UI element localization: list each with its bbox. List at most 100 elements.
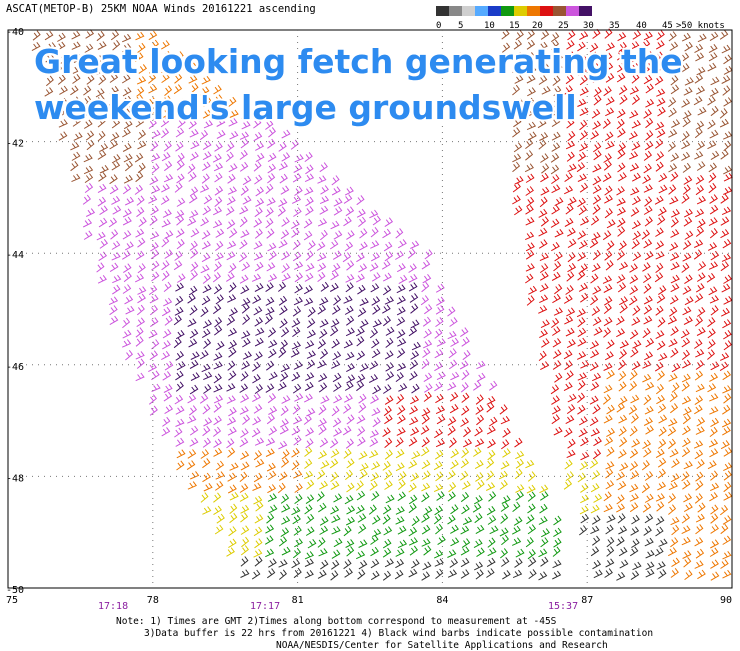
wind-barb xyxy=(616,72,626,83)
wind-barb xyxy=(213,447,223,457)
wind-barb xyxy=(251,273,262,282)
wind-barb xyxy=(397,348,406,359)
wind-barb xyxy=(239,406,249,415)
wind-barb xyxy=(203,384,212,394)
wind-barb xyxy=(265,548,275,558)
wind-barb xyxy=(578,66,588,76)
wind-barb xyxy=(618,349,627,360)
wind-barb xyxy=(123,174,133,184)
wind-barb xyxy=(437,535,446,546)
wind-barb xyxy=(683,316,693,325)
wind-barb xyxy=(410,240,420,249)
wind-barb xyxy=(161,73,170,84)
wind-barb xyxy=(44,30,54,41)
wind-barb xyxy=(632,340,642,349)
wind-barb xyxy=(226,316,236,326)
wind-barb xyxy=(203,96,212,107)
wind-barb xyxy=(411,559,420,569)
wind-barb xyxy=(591,232,601,241)
wind-barb xyxy=(293,470,303,479)
wind-barb xyxy=(565,204,574,215)
wind-barb xyxy=(278,569,287,580)
wind-barb xyxy=(190,140,200,150)
wind-barb xyxy=(641,460,650,471)
wind-barb xyxy=(203,417,213,427)
wind-barb xyxy=(411,383,420,394)
wind-barb xyxy=(125,106,134,117)
wind-barb xyxy=(710,504,719,515)
wind-barb xyxy=(202,404,211,415)
wind-barb xyxy=(618,381,627,392)
y-tick-label: -46 xyxy=(6,362,24,373)
colorbar-tick-label: 0 xyxy=(436,21,442,31)
wind-barb xyxy=(707,140,717,150)
wind-barb xyxy=(707,383,717,393)
wind-barb xyxy=(162,416,171,427)
wind-barb xyxy=(175,228,185,238)
wind-barb xyxy=(708,286,718,296)
wind-barb xyxy=(135,31,145,41)
wind-barb xyxy=(656,395,666,405)
wind-barb xyxy=(292,173,302,183)
wind-barb xyxy=(239,492,249,502)
wind-barb xyxy=(265,183,274,195)
wind-barb xyxy=(424,249,433,260)
wind-barb xyxy=(655,262,664,273)
wind-barb xyxy=(163,297,173,307)
wind-barb xyxy=(240,285,250,295)
wind-barb xyxy=(201,363,211,373)
wind-barb xyxy=(214,94,223,105)
wind-barb xyxy=(241,330,251,339)
wind-barb xyxy=(592,316,602,326)
wind-barb xyxy=(540,99,550,109)
wind-barb xyxy=(59,85,68,95)
wind-barb xyxy=(239,383,249,393)
wind-barb xyxy=(190,471,200,480)
wind-barb xyxy=(82,194,91,205)
wind-barb xyxy=(655,526,664,537)
wind-barb xyxy=(240,428,249,438)
wind-barb xyxy=(162,371,172,381)
wind-barb xyxy=(346,363,355,373)
wind-barb xyxy=(345,206,355,217)
wind-barb xyxy=(229,503,238,514)
wind-barb xyxy=(580,494,590,504)
wind-barb xyxy=(397,338,407,347)
wind-barb xyxy=(291,228,300,238)
wind-barb xyxy=(306,407,316,417)
wind-barb xyxy=(124,196,135,206)
wind-barb xyxy=(631,515,640,525)
wind-barb xyxy=(330,318,340,328)
wind-barb xyxy=(540,319,550,329)
wind-barb xyxy=(382,427,391,438)
wind-barb xyxy=(255,327,265,336)
wind-barb xyxy=(515,491,525,501)
wind-barb xyxy=(707,349,715,360)
wind-barb xyxy=(514,105,524,116)
wind-barb xyxy=(408,263,417,273)
wind-barb xyxy=(253,118,262,129)
wind-barb xyxy=(525,173,535,183)
wind-barb xyxy=(161,351,171,361)
wind-barb xyxy=(541,62,550,74)
wind-barb xyxy=(163,108,172,119)
wind-barb xyxy=(567,238,577,249)
pass-time-label: 17:17 xyxy=(250,601,280,612)
wind-barb xyxy=(526,29,535,40)
wind-barb xyxy=(31,42,41,52)
wind-barb xyxy=(228,347,237,358)
wind-barb xyxy=(670,473,680,483)
wind-barb xyxy=(618,359,627,371)
wind-barb xyxy=(355,480,364,491)
wind-barb xyxy=(148,329,158,339)
wind-barb xyxy=(449,404,459,414)
wind-barb xyxy=(591,109,601,119)
wind-barb xyxy=(512,84,520,96)
wind-barb xyxy=(472,503,482,513)
wind-barb xyxy=(681,447,691,458)
wind-barb xyxy=(540,186,550,196)
wind-barb xyxy=(693,440,704,449)
wind-barb xyxy=(343,295,353,304)
wind-barb xyxy=(330,448,340,458)
wind-barb xyxy=(333,427,343,437)
